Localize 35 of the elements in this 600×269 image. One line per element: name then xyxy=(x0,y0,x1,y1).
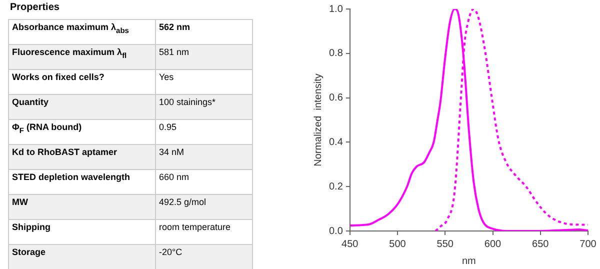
x-tick-label: 650 xyxy=(532,238,550,250)
category-label: STED depletion wavelength xyxy=(8,170,156,194)
text: 100 stainings* xyxy=(159,97,216,107)
text: Properties xyxy=(10,2,60,13)
category-label: Fluorescence maximum λ$_{fl}$ xyxy=(8,44,156,70)
x-tick-label: 600 xyxy=(484,238,502,250)
y-tick-label: 0.2 xyxy=(328,181,344,192)
x-tick-label: 500 xyxy=(389,238,406,250)
x-tick-label: 450 xyxy=(342,238,359,250)
y-tick-label: 0.8 xyxy=(328,48,344,60)
text: 581 nm xyxy=(159,47,190,57)
text: Yes xyxy=(159,72,174,82)
x-tick-label: 700 xyxy=(580,238,597,250)
category-label: Shipping xyxy=(8,220,156,244)
text: 492.5 g/mol xyxy=(159,197,206,207)
category-label: Works on fixed cells? xyxy=(8,70,156,94)
y-axis-title: Normalized intensity xyxy=(312,74,324,166)
text: room temperature xyxy=(159,222,231,232)
text: 562 nm xyxy=(159,22,190,32)
x-tick-label: 550 xyxy=(436,238,454,250)
category-label: Storage xyxy=(8,244,156,269)
category-label: Absorbance maximum λ$_{abs}$ xyxy=(8,20,156,44)
y-tick-label: 0.6 xyxy=(328,92,344,104)
y-tick-label: 0.0 xyxy=(328,226,344,237)
y-tick-label: 1.0 xyxy=(328,4,344,15)
y-tick-label: 0.4 xyxy=(328,136,344,148)
text: 34 nM xyxy=(159,147,184,157)
text: -20°C xyxy=(159,247,182,257)
text: 0.95 xyxy=(159,122,177,132)
category-label: MW xyxy=(8,194,156,220)
category-label: Φ$_{F}$ (RNA bound) xyxy=(8,120,156,144)
category-label: Kd to RhoBAST aptamer xyxy=(8,144,156,170)
x-axis-title: nm xyxy=(462,256,476,267)
text: 660 nm xyxy=(159,172,190,182)
category-label: Quantity xyxy=(8,94,156,120)
